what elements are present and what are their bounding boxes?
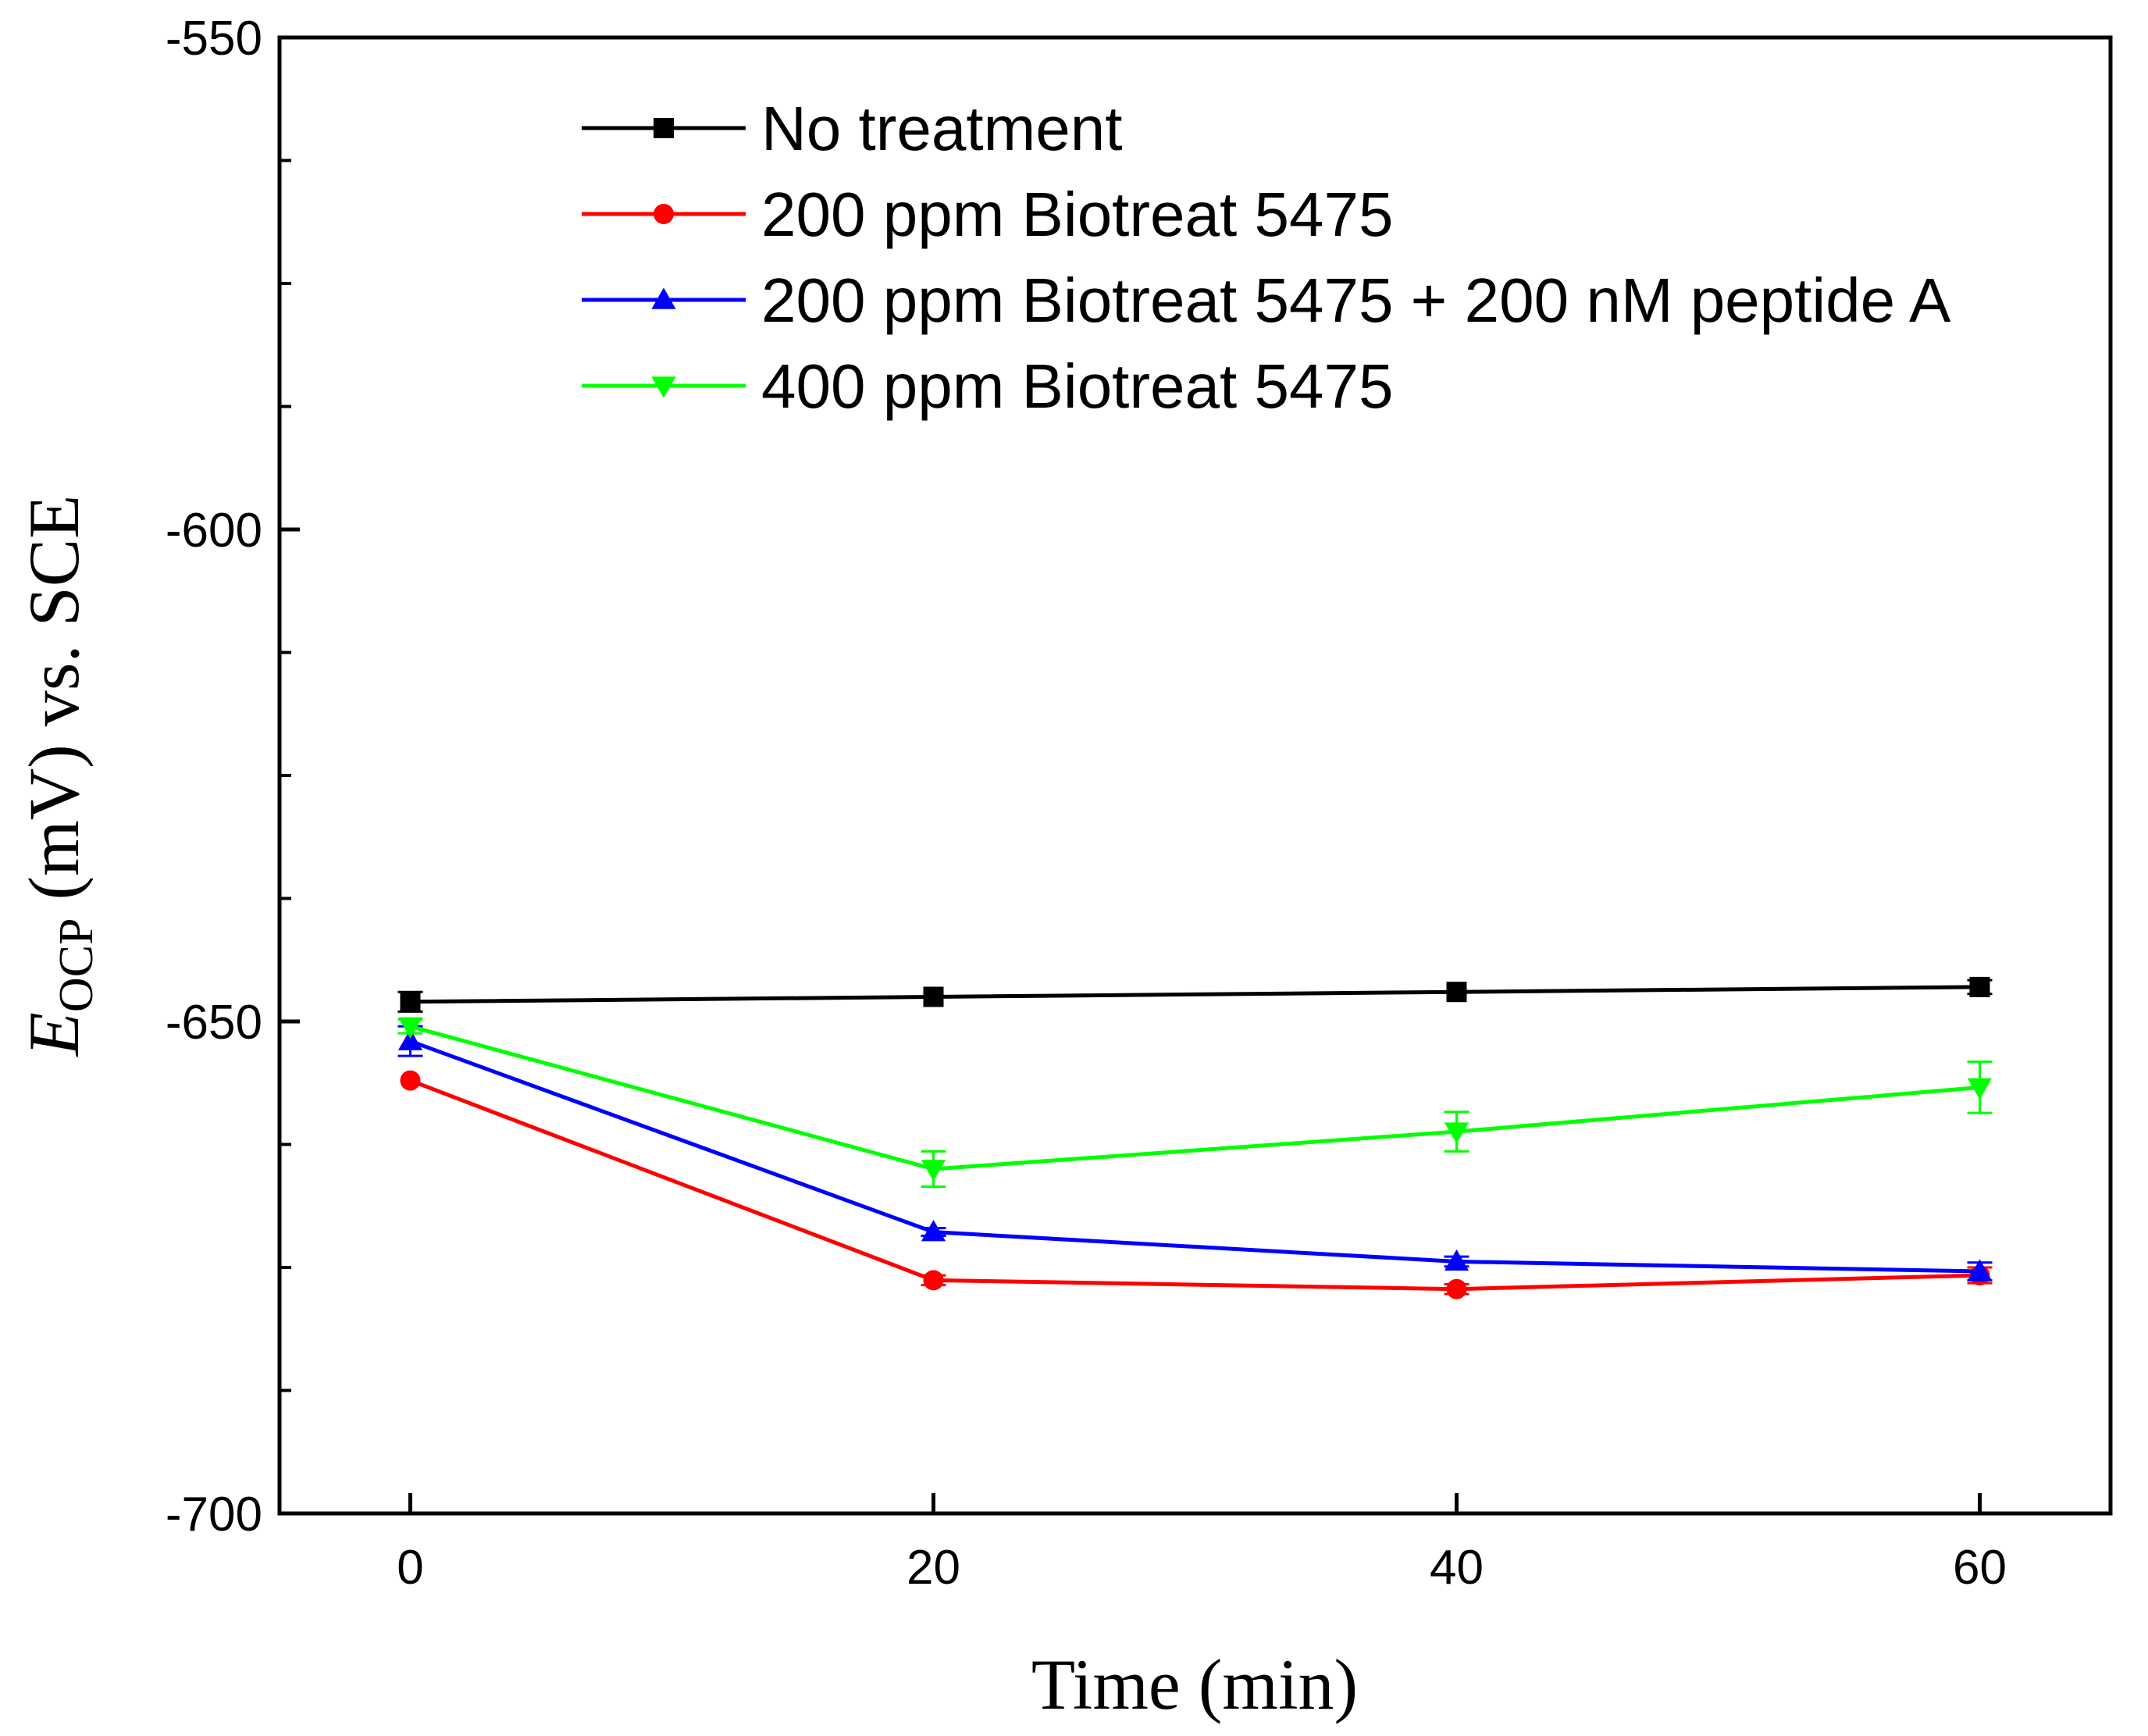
legend-marker	[654, 118, 674, 138]
data-point	[921, 1220, 946, 1242]
legend-label: 200 ppm Biotreat 5475	[761, 180, 1393, 249]
x-axis-title: Time (min)	[1031, 1645, 1358, 1724]
data-point	[1444, 1249, 1469, 1271]
y-axis: -700 -650 -600 -550	[166, 12, 300, 1542]
y-tick-label: -550	[166, 12, 262, 66]
data-point	[923, 1270, 944, 1291]
data-point	[1967, 1078, 1993, 1100]
y-axis-title-subscript: OCP	[50, 918, 103, 1013]
y-tick-label: -600	[166, 504, 262, 558]
y-tick-label: -650	[166, 996, 262, 1050]
data-point	[400, 991, 421, 1012]
legend-label: 200 ppm Biotreat 5475 + 200 nM peptide A	[761, 266, 1951, 335]
series-line	[409, 1039, 1980, 1274]
plot-frame	[277, 35, 2113, 1516]
series-4	[397, 1017, 1993, 1189]
legend-label: 400 ppm Biotreat 5475	[761, 351, 1393, 421]
y-tick-label: -700	[166, 1488, 262, 1542]
legend: No treatment 200 ppm Biotreat 5475 200 ppm…	[582, 94, 1951, 421]
legend-entry: No treatment	[582, 94, 1122, 163]
legend-marker	[651, 287, 676, 309]
x-tick-label: 40	[1430, 1541, 1484, 1595]
legend-entry: 400 ppm Biotreat 5475	[582, 351, 1393, 421]
series-line	[410, 985, 1980, 1004]
series-layer	[397, 976, 1993, 1299]
data-point	[397, 1028, 423, 1050]
data-point	[1446, 982, 1467, 1003]
y-axis-title-symbol: E	[14, 1012, 94, 1057]
x-axis: 0 20 40 60	[397, 1493, 2007, 1595]
legend-marker	[654, 204, 674, 224]
data-point	[1967, 1259, 1993, 1281]
legend-marker	[651, 376, 676, 398]
legend-label: No treatment	[761, 94, 1122, 163]
data-point	[1969, 976, 1990, 997]
series-3	[397, 1025, 1993, 1282]
data-point	[397, 1017, 423, 1039]
data-point	[400, 1070, 421, 1091]
data-point	[1444, 1122, 1469, 1144]
data-point	[923, 986, 944, 1007]
x-tick-label: 20	[907, 1541, 960, 1595]
series-line	[409, 1078, 1980, 1292]
series-1	[397, 976, 1993, 1013]
y-axis-title-rest: (mV) vs. SCE	[14, 495, 94, 918]
series-line	[409, 1024, 1980, 1171]
legend-entry: 200 ppm Biotreat 5475 + 200 nM peptide A	[582, 266, 1951, 335]
legend-entry: 200 ppm Biotreat 5475	[582, 180, 1393, 249]
x-tick-label: 0	[397, 1541, 423, 1595]
x-tick-label: 60	[1953, 1541, 2007, 1595]
data-point	[1446, 1278, 1467, 1299]
data-point	[921, 1160, 946, 1182]
y-axis-title: EOCP (mV) vs. SCE	[14, 495, 103, 1058]
